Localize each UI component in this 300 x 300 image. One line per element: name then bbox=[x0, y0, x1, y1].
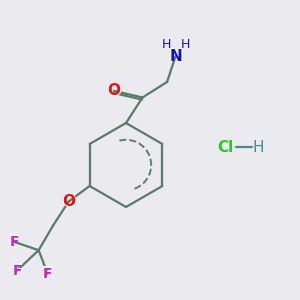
Text: F: F bbox=[43, 267, 52, 280]
Text: N: N bbox=[168, 47, 183, 65]
Text: O: O bbox=[62, 194, 75, 209]
Text: O: O bbox=[61, 193, 76, 211]
Text: O: O bbox=[107, 83, 121, 98]
Text: F: F bbox=[9, 235, 19, 249]
Text: O: O bbox=[106, 82, 122, 100]
Text: F: F bbox=[11, 262, 23, 280]
Text: H: H bbox=[162, 38, 171, 52]
Text: N: N bbox=[169, 49, 182, 64]
Text: H: H bbox=[253, 140, 264, 154]
Text: H: H bbox=[180, 38, 190, 52]
Text: Cl: Cl bbox=[217, 140, 233, 154]
Text: F: F bbox=[8, 233, 20, 251]
Text: F: F bbox=[42, 265, 53, 283]
Text: F: F bbox=[12, 264, 22, 278]
